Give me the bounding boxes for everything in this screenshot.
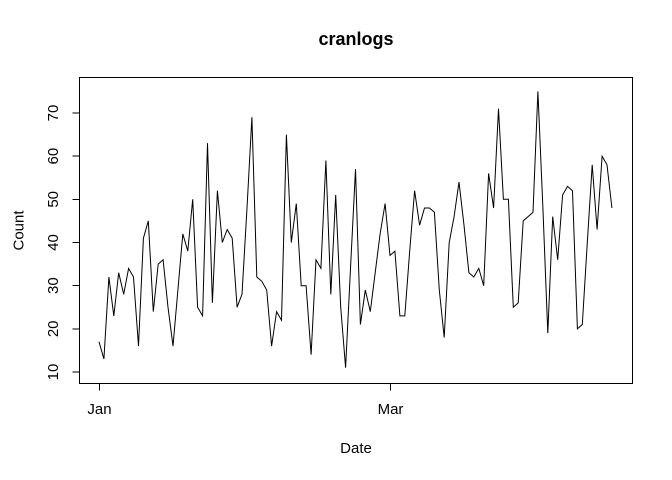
y-tick-label: 40	[45, 234, 62, 251]
y-tick-label: 70	[45, 105, 62, 122]
y-tick-label: 30	[45, 277, 62, 294]
series-line	[98, 91, 613, 368]
plot-box	[79, 77, 633, 384]
chart-title: cranlogs	[318, 29, 394, 49]
y-tick-label: 20	[45, 320, 62, 337]
y-tick-label: 50	[45, 191, 62, 208]
x-tick-label: Mar	[378, 401, 404, 418]
x-tick-label: Jan	[87, 401, 111, 418]
y-tick-label: 60	[45, 148, 62, 165]
x-axis-title: Date	[340, 440, 372, 457]
y-tick-label: 10	[45, 364, 62, 381]
